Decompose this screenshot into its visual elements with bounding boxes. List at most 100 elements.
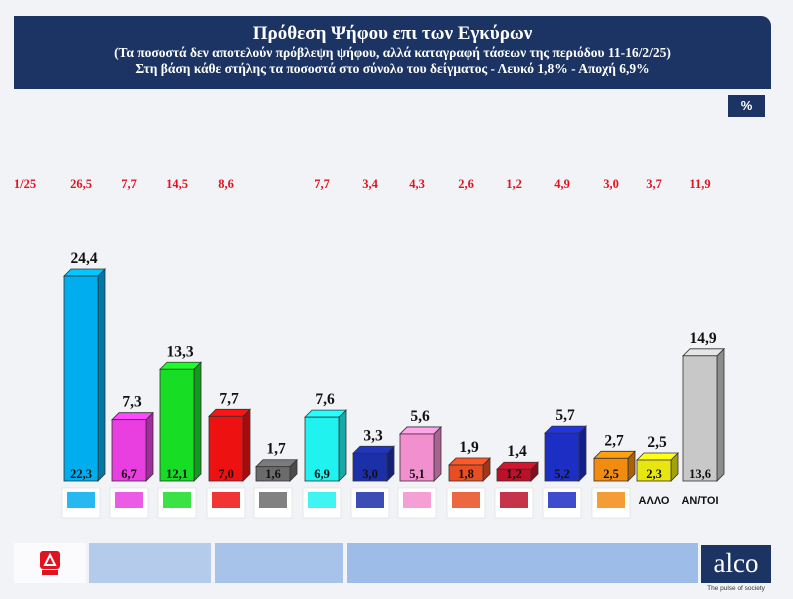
footer-block-2 <box>215 543 343 583</box>
base-label-12: 2,3 <box>646 467 662 481</box>
previous-label-6: 3,4 <box>362 177 378 191</box>
base-label-5: 6,9 <box>314 467 330 481</box>
bar-top-2 <box>159 361 202 370</box>
value-label-9: 1,4 <box>507 443 527 460</box>
chart-title: Πρόθεση Ψήφου επι των Εγκύρων <box>252 23 533 44</box>
bar-top-11 <box>593 450 636 459</box>
bar-top-1 <box>111 412 154 421</box>
base-label-10: 5,2 <box>554 467 570 481</box>
value-label-12: 2,5 <box>647 434 667 451</box>
footer-block-3 <box>347 543 698 583</box>
party-logo-mark-2 <box>163 492 191 508</box>
bar-0 <box>63 275 99 482</box>
bar-1 <box>111 419 147 482</box>
value-label-6: 3,3 <box>363 427 383 444</box>
bar-10 <box>544 432 580 482</box>
party-logo-mark-9 <box>500 492 528 508</box>
bar-top-4 <box>255 459 298 468</box>
base-label-4: 1,6 <box>265 467 281 481</box>
chart-subtitle-2: Στη βάση κάθε στήλης τα ποσοστά στο σύνο… <box>135 61 650 76</box>
value-label-1: 7,3 <box>122 394 142 411</box>
previous-period-label: 1/25 <box>14 177 36 191</box>
previous-label-11: 3,0 <box>603 177 619 191</box>
value-label-3: 7,7 <box>219 390 239 407</box>
chart-subtitle-1: (Τα ποσοστά δεν αποτελούν πρόβλεψη ψήφου… <box>114 45 671 60</box>
bar-chart: 1/25 24,4 22,3 26,5 7,3 6,7 7,7 13,3 12,1 14,5 7,7… <box>14 177 725 519</box>
bar-5 <box>304 416 340 482</box>
bar-11 <box>593 457 629 482</box>
previous-label-9: 1,2 <box>506 177 522 191</box>
party-logo-mark-1 <box>115 492 143 508</box>
base-label-9: 1,2 <box>506 467 522 481</box>
value-label-7: 5,6 <box>410 408 430 425</box>
bar-3 <box>208 415 244 482</box>
previous-label-12: 3,7 <box>646 177 662 191</box>
bar-top-12 <box>636 452 679 461</box>
bar-side-13 <box>716 347 725 482</box>
party-logo-mark-6 <box>356 492 384 508</box>
value-label-13: 14,9 <box>689 330 716 347</box>
bar-side-0 <box>97 268 106 482</box>
value-label-5: 7,6 <box>315 391 335 408</box>
bar-9 <box>496 468 532 482</box>
bar-side-3 <box>242 408 251 482</box>
value-label-11: 2,7 <box>604 432 624 449</box>
bar-13 <box>682 355 718 482</box>
percent-badge: % <box>728 95 765 117</box>
bar-side-10 <box>578 425 587 482</box>
previous-label-7: 4,3 <box>409 177 425 191</box>
previous-label-8: 2,6 <box>458 177 474 191</box>
alco-logo: alco <box>701 545 771 583</box>
category-label-12: ΑΛΛΟ <box>639 495 670 507</box>
party-logo-mark-10 <box>548 492 576 508</box>
party-logo-mark-4 <box>259 492 287 508</box>
base-label-2: 12,1 <box>166 467 188 481</box>
previous-label-0: 26,5 <box>70 177 92 191</box>
category-label-13: ΑΝ/ΤΟΙ <box>681 495 718 507</box>
bar-4 <box>255 466 291 482</box>
value-label-10: 5,7 <box>555 407 575 424</box>
base-label-11: 2,5 <box>603 467 619 481</box>
previous-label-5: 7,7 <box>314 177 330 191</box>
bar-top-7 <box>399 426 442 435</box>
value-label-0: 24,4 <box>70 250 97 267</box>
previous-label-1: 7,7 <box>121 177 137 191</box>
value-label-8: 1,9 <box>459 439 479 456</box>
bar-8 <box>448 464 484 482</box>
base-label-6: 3,0 <box>362 467 378 481</box>
bar-side-2 <box>193 361 202 482</box>
previous-label-3: 8,6 <box>218 177 234 191</box>
bar-side-5 <box>338 409 347 482</box>
value-label-4: 1,7 <box>266 441 286 458</box>
bar-top-5 <box>304 409 347 418</box>
bar-2 <box>159 368 195 482</box>
base-label-7: 5,1 <box>409 467 425 481</box>
bar-top-10 <box>544 425 587 434</box>
party-logo-mark-7 <box>403 492 431 508</box>
bar-top-6 <box>352 445 395 454</box>
bar-top-8 <box>448 457 491 466</box>
bar-12 <box>636 459 672 482</box>
base-label-3: 7,0 <box>218 467 234 481</box>
previous-label-13: 11,9 <box>689 177 710 191</box>
bar-top-0 <box>63 268 106 277</box>
chart-header: Πρόθεση Ψήφου επι των Εγκύρων (Τα ποσοστ… <box>14 16 771 89</box>
footer-bar <box>14 543 771 583</box>
bar-7 <box>399 433 435 482</box>
base-label-8: 1,8 <box>458 467 474 481</box>
party-logo-mark-5 <box>308 492 336 508</box>
value-label-2: 13,3 <box>166 343 193 360</box>
base-label-1: 6,7 <box>121 467 137 481</box>
footer-block-1 <box>89 543 211 583</box>
previous-label-2: 14,5 <box>166 177 188 191</box>
bar-side-1 <box>145 411 154 482</box>
bar-side-7 <box>433 425 442 482</box>
alco-tagline: The pulse of society <box>707 585 765 592</box>
party-logo-mark-11 <box>597 492 625 508</box>
news-logo-icon <box>40 551 60 575</box>
previous-label-10: 4,9 <box>554 177 570 191</box>
bar-6 <box>352 452 388 482</box>
party-logo-mark-3 <box>212 492 240 508</box>
base-label-13: 13,6 <box>689 467 711 481</box>
base-label-0: 22,3 <box>70 467 92 481</box>
